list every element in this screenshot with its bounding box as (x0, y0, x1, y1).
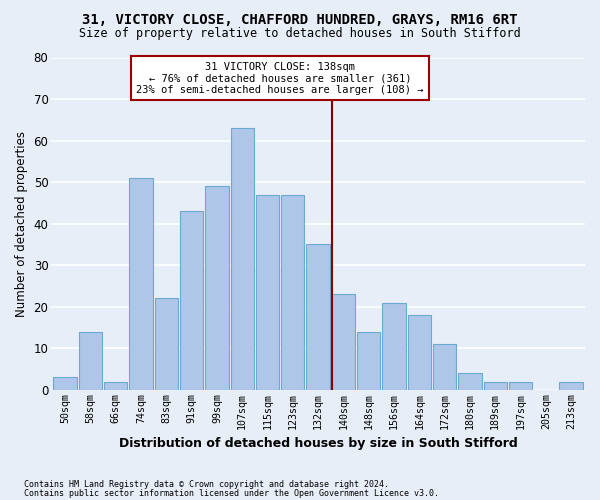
Bar (79, 332, 102, 390)
Text: Contains HM Land Registry data © Crown copyright and database right 2024.: Contains HM Land Registry data © Crown c… (24, 480, 389, 489)
Bar (458, 374, 482, 390)
Bar (205, 186, 229, 390)
Bar (509, 382, 532, 390)
Bar (332, 294, 355, 390)
Bar (484, 382, 507, 390)
Bar (104, 382, 127, 390)
Bar (180, 211, 203, 390)
Bar (407, 315, 431, 390)
Text: Size of property relative to detached houses in South Stifford: Size of property relative to detached ho… (79, 28, 521, 40)
X-axis label: Distribution of detached houses by size in South Stifford: Distribution of detached houses by size … (119, 437, 517, 450)
Bar (382, 302, 406, 390)
Bar (433, 344, 456, 390)
Bar (130, 178, 152, 390)
Y-axis label: Number of detached properties: Number of detached properties (15, 130, 28, 316)
Bar (281, 194, 304, 390)
Bar (155, 298, 178, 390)
Bar (256, 194, 279, 390)
Text: 31 VICTORY CLOSE: 138sqm
← 76% of detached houses are smaller (361)
23% of semi-: 31 VICTORY CLOSE: 138sqm ← 76% of detach… (136, 62, 424, 95)
Text: Contains public sector information licensed under the Open Government Licence v3: Contains public sector information licen… (24, 489, 439, 498)
Text: 31, VICTORY CLOSE, CHAFFORD HUNDRED, GRAYS, RM16 6RT: 31, VICTORY CLOSE, CHAFFORD HUNDRED, GRA… (82, 12, 518, 26)
Bar (230, 128, 254, 390)
Bar (307, 244, 330, 390)
Bar (559, 382, 583, 390)
Bar (53, 378, 77, 390)
Bar (357, 332, 380, 390)
